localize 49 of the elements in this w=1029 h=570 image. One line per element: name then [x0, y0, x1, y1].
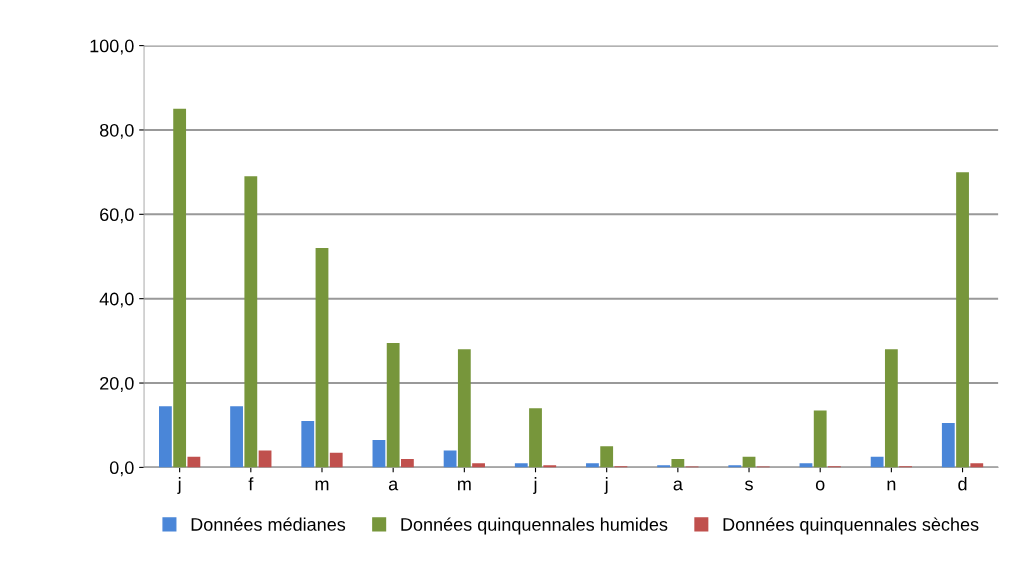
bar: [329, 452, 343, 468]
bar: [173, 108, 187, 468]
bar: [443, 450, 457, 468]
bar: [813, 410, 827, 468]
bar: [457, 349, 471, 468]
bar: [728, 465, 742, 468]
x-tick-label: m: [315, 480, 329, 491]
y-tick-label: 40,0: [99, 292, 134, 308]
bar: [970, 463, 984, 468]
bar: [884, 349, 898, 468]
y-tick-label: 0,0: [109, 461, 134, 477]
x-tick-label: f: [248, 477, 254, 491]
x-tick-label: j: [604, 477, 608, 494]
bar: [187, 456, 201, 468]
bar: [244, 176, 258, 468]
y-tick-label: 100,0: [90, 39, 134, 55]
y-tick-label: 80,0: [99, 123, 134, 139]
x-tick-label: o: [815, 480, 825, 491]
bar: [315, 248, 329, 468]
x-tick-label: j: [177, 477, 181, 494]
y-tick-label: 60,0: [100, 208, 134, 224]
bar: [529, 408, 542, 468]
bar: [586, 463, 599, 468]
bar: [671, 458, 685, 468]
bar: [941, 423, 955, 468]
bar: [514, 463, 528, 468]
bar: [472, 463, 485, 468]
bar: [301, 421, 315, 468]
legend-label: Données quinquennales sèches: [723, 517, 979, 535]
bar: [159, 406, 172, 468]
x-tick-label: m: [458, 480, 471, 491]
x-tick-label: d: [958, 477, 967, 491]
bar: [386, 342, 400, 468]
x-tick-label: a: [673, 480, 683, 491]
bar: [870, 456, 884, 468]
y-tick-label: 20,0: [100, 376, 134, 392]
bar: [956, 172, 969, 468]
legend-label: Données quinquennales humides: [401, 517, 668, 535]
bar: [400, 458, 414, 468]
x-tick-label: n: [887, 480, 896, 491]
x-tick-label: a: [388, 480, 399, 491]
bar: [657, 465, 671, 468]
bar: [372, 439, 386, 468]
bar: [600, 446, 614, 468]
x-tick-label: s: [745, 480, 753, 491]
x-tick-label: j: [533, 477, 537, 494]
bar: [543, 465, 557, 468]
legend-label: Données médianes: [191, 517, 346, 531]
bar: [230, 406, 243, 468]
